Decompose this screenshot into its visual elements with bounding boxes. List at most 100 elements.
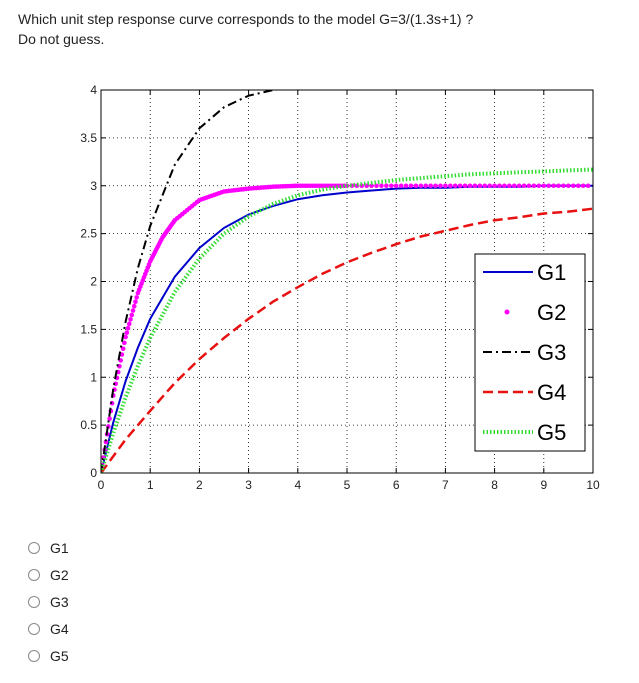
series-group	[101, 90, 593, 473]
x-tick-label: 6	[393, 478, 400, 492]
series-g2-point	[452, 183, 458, 189]
series-g2-point	[526, 183, 532, 189]
x-tick-label: 4	[294, 478, 301, 492]
radio-icon[interactable]	[28, 568, 40, 581]
option-g2[interactable]: G2	[28, 561, 69, 588]
series-g2-point	[492, 183, 497, 189]
series-g2-point	[551, 183, 556, 189]
y-tick-label: 1	[90, 370, 97, 384]
series-g2-point	[556, 183, 561, 189]
series-g2-point	[566, 183, 571, 189]
series-g2-point	[585, 183, 591, 189]
series-g2-point	[502, 183, 507, 189]
series-g2-point	[443, 183, 448, 189]
option-label: G2	[50, 566, 69, 583]
radio-icon[interactable]	[28, 595, 40, 608]
series-g2-point	[536, 183, 542, 189]
series-g2-point	[123, 334, 128, 340]
series-g2-point	[482, 183, 488, 189]
question-line-1: Which unit step response curve correspon…	[18, 11, 474, 27]
series-g2-point	[128, 317, 133, 322]
series-g2-point	[497, 183, 502, 189]
step-response-chart: 0 1 2 3 4 5 6 7 8 9 10 0 0.5 1 1.5 2 2.5 3 3.5 4 G1 G2 G3 G4 G5	[80, 83, 600, 492]
option-label: G3	[50, 593, 69, 610]
series-g2-point	[575, 183, 581, 189]
plot-frame	[100, 89, 594, 474]
question-text: Which unit step response curve correspon…	[18, 9, 473, 49]
x-tick-label: 7	[442, 478, 449, 492]
series-g2-point	[472, 183, 478, 189]
series-g2-point	[521, 183, 527, 189]
series-g2-point	[129, 312, 135, 318]
series-g2-point	[384, 183, 389, 189]
answer-options: G1 G2 G3 G4 G5	[28, 534, 69, 669]
option-label: G1	[50, 539, 69, 556]
y-tick-label: 3	[90, 179, 97, 193]
series-g2-point	[125, 325, 131, 331]
series-g2-point	[122, 340, 127, 346]
x-tick-label: 10	[586, 478, 600, 492]
y-tick-label: 2	[90, 275, 97, 289]
series-g2-point	[516, 183, 522, 189]
series-g2-point	[462, 183, 468, 189]
option-g1[interactable]: G1	[28, 534, 69, 561]
y-tick-label: 0	[90, 466, 97, 480]
series-g2-point	[369, 183, 374, 189]
option-label: G4	[50, 620, 69, 637]
series-g2-point	[408, 183, 414, 189]
series-g2-point	[541, 183, 547, 189]
series-g2-point	[428, 183, 433, 189]
option-label: G5	[50, 647, 69, 664]
series-g2-point	[379, 183, 384, 189]
legend-label-g3: G3	[537, 340, 566, 365]
option-g4[interactable]: G4	[28, 615, 69, 642]
series-g2-point	[388, 183, 394, 189]
radio-icon[interactable]	[28, 622, 40, 635]
series-g2-point	[131, 303, 137, 309]
series-g4-line	[101, 207, 593, 473]
series-g2-point	[374, 183, 379, 189]
y-tick-label: 1.5	[80, 322, 97, 336]
series-g2-point	[124, 330, 130, 335]
series-g2-point	[487, 183, 492, 189]
x-tick-label: 0	[98, 478, 105, 492]
y-tick-label: 4	[90, 83, 97, 97]
series-g5-line	[101, 167, 593, 473]
series-g2-point	[393, 183, 399, 189]
series-g2-point	[531, 183, 537, 189]
radio-icon[interactable]	[28, 649, 40, 662]
legend-label-g2: G2	[537, 300, 566, 325]
series-g2-point	[433, 183, 438, 189]
series-g2-point	[423, 183, 429, 189]
x-tick-label: 5	[344, 478, 351, 492]
series-g2-point	[546, 183, 552, 189]
series-g2-point	[457, 183, 463, 189]
series-g2-point	[477, 183, 483, 189]
y-tick-label: 2.5	[80, 227, 97, 241]
series-g2-point	[561, 183, 566, 189]
series-g2-point	[418, 183, 424, 189]
series-g2-point	[130, 308, 136, 313]
series-g2-point	[580, 183, 586, 189]
series-g2-point	[134, 295, 139, 300]
x-tick-label: 1	[147, 478, 154, 492]
question-line-2: Do not guess.	[18, 31, 105, 47]
radio-icon[interactable]	[28, 541, 40, 554]
series-g2-point	[403, 183, 409, 189]
x-tick-label: 8	[491, 478, 498, 492]
legend-label-g4: G4	[537, 380, 566, 405]
x-tick-label: 3	[245, 478, 252, 492]
option-g5[interactable]: G5	[28, 642, 69, 669]
legend-label-g1: G1	[537, 260, 566, 285]
x-tick-label: 2	[196, 478, 203, 492]
series-g2-point	[398, 183, 404, 189]
series-g2-point	[107, 416, 112, 422]
option-g3[interactable]: G3	[28, 588, 69, 615]
series-g2-point	[571, 183, 576, 189]
series-g2-point	[448, 183, 453, 189]
series-g2-point	[511, 183, 517, 189]
series-g2-point	[507, 183, 512, 189]
legend-marker-g2	[504, 309, 510, 315]
y-tick-label: 3.5	[80, 131, 97, 145]
series-g2-point	[467, 183, 473, 189]
